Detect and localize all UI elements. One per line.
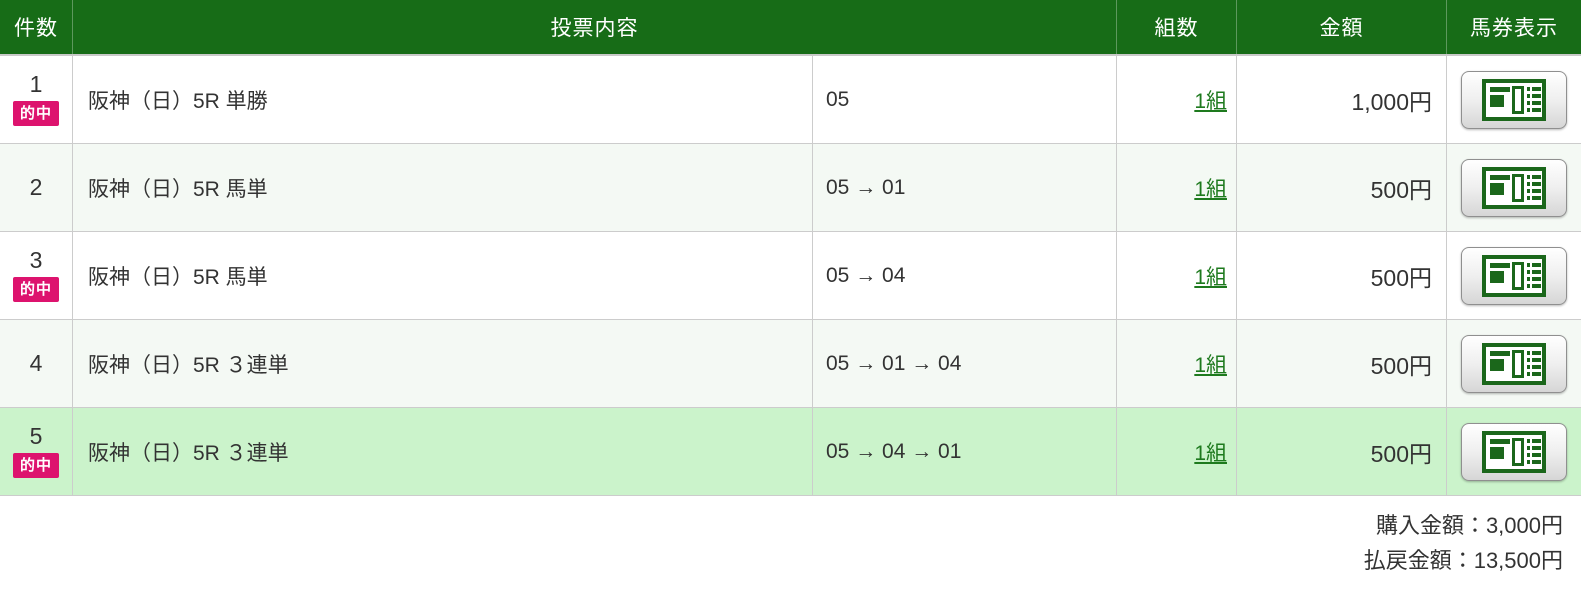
sets-link[interactable]: 1組	[1194, 441, 1227, 465]
ticket-cell	[1447, 56, 1581, 143]
ticket-icon	[1482, 342, 1546, 385]
refund-total: 払戻金額：13,500円	[1363, 548, 1563, 573]
ticket-display-button[interactable]	[1461, 70, 1567, 129]
bet-selection: 05 → 04 → 01	[813, 408, 1117, 495]
header-ticket: 馬券表示	[1470, 17, 1558, 40]
row-number: 5	[29, 423, 43, 449]
row-number: 3	[29, 247, 43, 273]
purchase-total: 購入金額：3,000円	[1375, 513, 1563, 538]
table-row: 2 阪神（日）5R 馬単 05 → 01 1組 500円	[0, 144, 1581, 232]
bet-amount: 500円	[1237, 232, 1447, 319]
row-number: 2	[29, 174, 43, 200]
bet-amount: 500円	[1237, 408, 1447, 495]
row-count-cell: 4	[0, 320, 73, 407]
hit-badge: 的中	[12, 101, 59, 126]
row-number: 4	[29, 350, 43, 376]
table-row: 1 的中 阪神（日）5R 単勝 05 1組 1,000円	[0, 56, 1581, 144]
bet-selection: 05 → 01	[813, 144, 1117, 231]
ticket-icon	[1482, 254, 1546, 297]
sets-cell: 1組	[1117, 144, 1237, 231]
bet-results-table: 件数 投票内容 組数 金額 馬券表示 1 的中 阪神（日）5R 単勝 05 1組…	[0, 0, 1581, 496]
header-content: 投票内容	[73, 0, 1117, 54]
table-header: 件数 投票内容 組数 金額 馬券表示	[0, 0, 1581, 56]
bet-amount: 1,000円	[1237, 56, 1447, 143]
bet-amount: 500円	[1237, 144, 1447, 231]
table-row: 5 的中 阪神（日）5R ３連単 05 → 04 → 01 1組 500円	[0, 408, 1581, 496]
ticket-display-button[interactable]	[1461, 422, 1567, 481]
ticket-icon	[1482, 78, 1546, 121]
sets-cell: 1組	[1117, 320, 1237, 407]
sets-link[interactable]: 1組	[1194, 353, 1227, 377]
bet-selection: 05 → 04	[813, 232, 1117, 319]
bet-description: 阪神（日）5R ３連単	[73, 408, 813, 495]
bet-selection: 05 → 01 → 04	[813, 320, 1117, 407]
ticket-display-button[interactable]	[1461, 334, 1567, 393]
sets-cell: 1組	[1117, 408, 1237, 495]
sets-cell: 1組	[1117, 56, 1237, 143]
ticket-icon	[1482, 166, 1546, 209]
bet-description: 阪神（日）5R 単勝	[73, 56, 813, 143]
ticket-icon	[1482, 430, 1546, 473]
header-count: 件数	[0, 0, 73, 54]
bet-description: 阪神（日）5R 馬単	[73, 232, 813, 319]
header-sets: 組数	[1117, 0, 1237, 54]
row-count-cell: 5 的中	[0, 408, 73, 495]
sets-link[interactable]: 1組	[1194, 89, 1227, 113]
ticket-cell	[1447, 144, 1581, 231]
ticket-display-button[interactable]	[1461, 246, 1567, 305]
bet-amount: 500円	[1237, 320, 1447, 407]
bet-selection: 05	[813, 56, 1117, 143]
bet-description: 阪神（日）5R 馬単	[73, 144, 813, 231]
ticket-cell	[1447, 408, 1581, 495]
ticket-cell	[1447, 232, 1581, 319]
row-count-cell: 3 的中	[0, 232, 73, 319]
totals-summary: 購入金額：3,000円 払戻金額：13,500円	[0, 508, 1581, 578]
hit-badge: 的中	[12, 453, 59, 478]
sets-link[interactable]: 1組	[1194, 265, 1227, 289]
ticket-cell	[1447, 320, 1581, 407]
header-amount: 金額	[1237, 0, 1447, 54]
ticket-display-button[interactable]	[1461, 158, 1567, 217]
row-number: 1	[29, 71, 43, 97]
hit-badge: 的中	[12, 277, 59, 302]
sets-link[interactable]: 1組	[1194, 177, 1227, 201]
row-count-cell: 1 的中	[0, 56, 73, 143]
row-count-cell: 2	[0, 144, 73, 231]
table-row: 4 阪神（日）5R ３連単 05 → 01 → 04 1組 500円	[0, 320, 1581, 408]
bet-description: 阪神（日）5R ３連単	[73, 320, 813, 407]
table-row: 3 的中 阪神（日）5R 馬単 05 → 04 1組 500円	[0, 232, 1581, 320]
sets-cell: 1組	[1117, 232, 1237, 319]
